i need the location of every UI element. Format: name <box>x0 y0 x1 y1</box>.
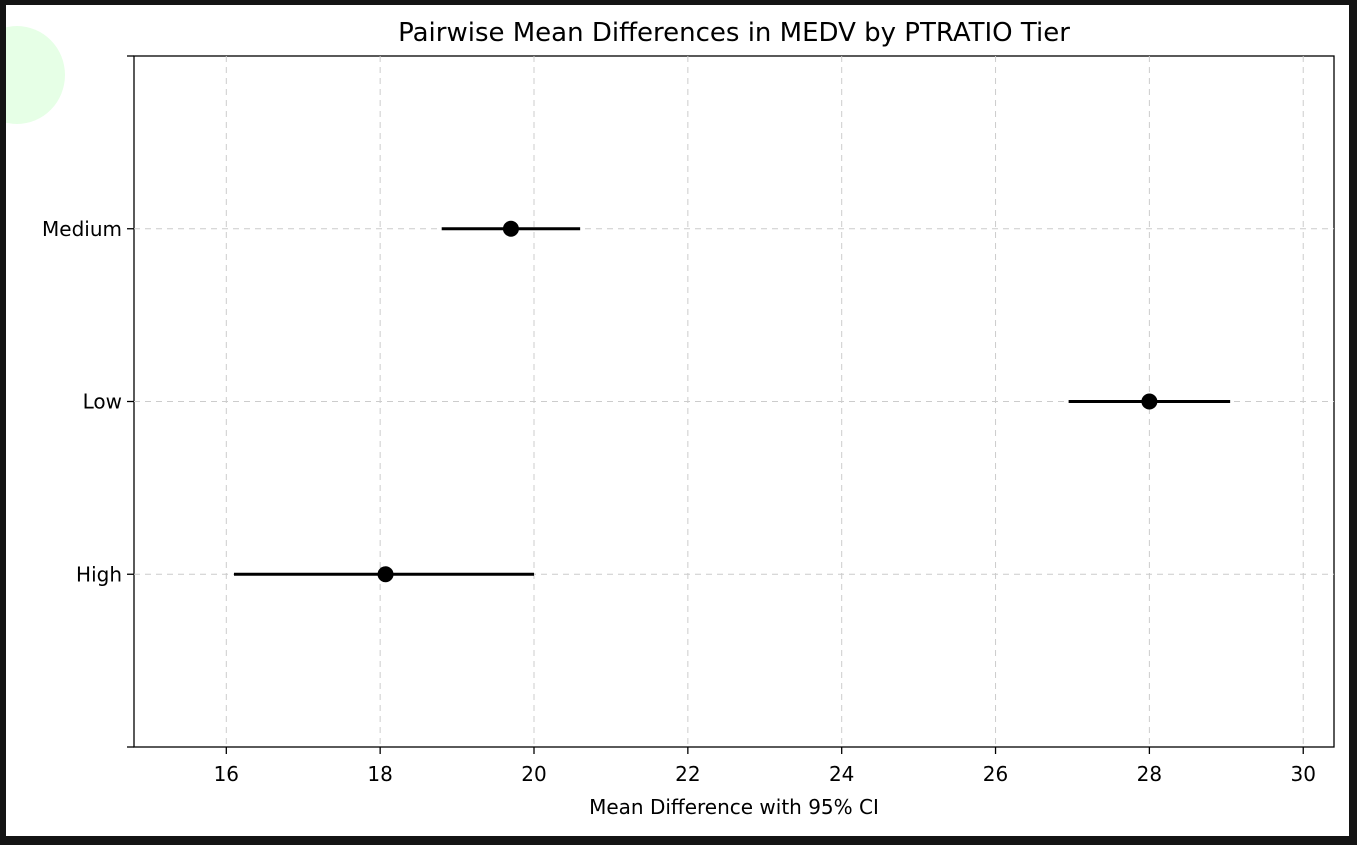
x-axis-title: Mean Difference with 95% CI <box>589 795 879 819</box>
y-tick-label: High <box>76 562 122 586</box>
x-tick-label: 24 <box>829 762 854 786</box>
ticks-layer: 16 18 20 22 24 26 28 30 Medium Low High <box>42 55 1316 786</box>
x-tick-label: 28 <box>1137 762 1162 786</box>
mean-point <box>377 566 394 583</box>
chart-canvas: 16 18 20 22 24 26 28 30 Medium Low High Pairwise M… <box>42 18 1335 819</box>
y-tick-label: Medium <box>42 217 122 241</box>
mean-point <box>1141 393 1158 410</box>
mean-point <box>502 220 519 237</box>
x-tick-label: 22 <box>675 762 700 786</box>
x-tick-label: 20 <box>521 762 546 786</box>
x-tick-label: 18 <box>367 762 392 786</box>
x-tick-label: 26 <box>983 762 1008 786</box>
chart-frame: 16 18 20 22 24 26 28 30 Medium Low High Pairwise M… <box>6 5 1349 836</box>
chart-title: Pairwise Mean Differences in MEDV by PTR… <box>398 18 1070 48</box>
y-tick-label: Low <box>83 390 122 414</box>
marks-layer <box>234 220 1231 583</box>
x-tick-label: 30 <box>1291 762 1316 786</box>
x-tick-label: 16 <box>214 762 239 786</box>
